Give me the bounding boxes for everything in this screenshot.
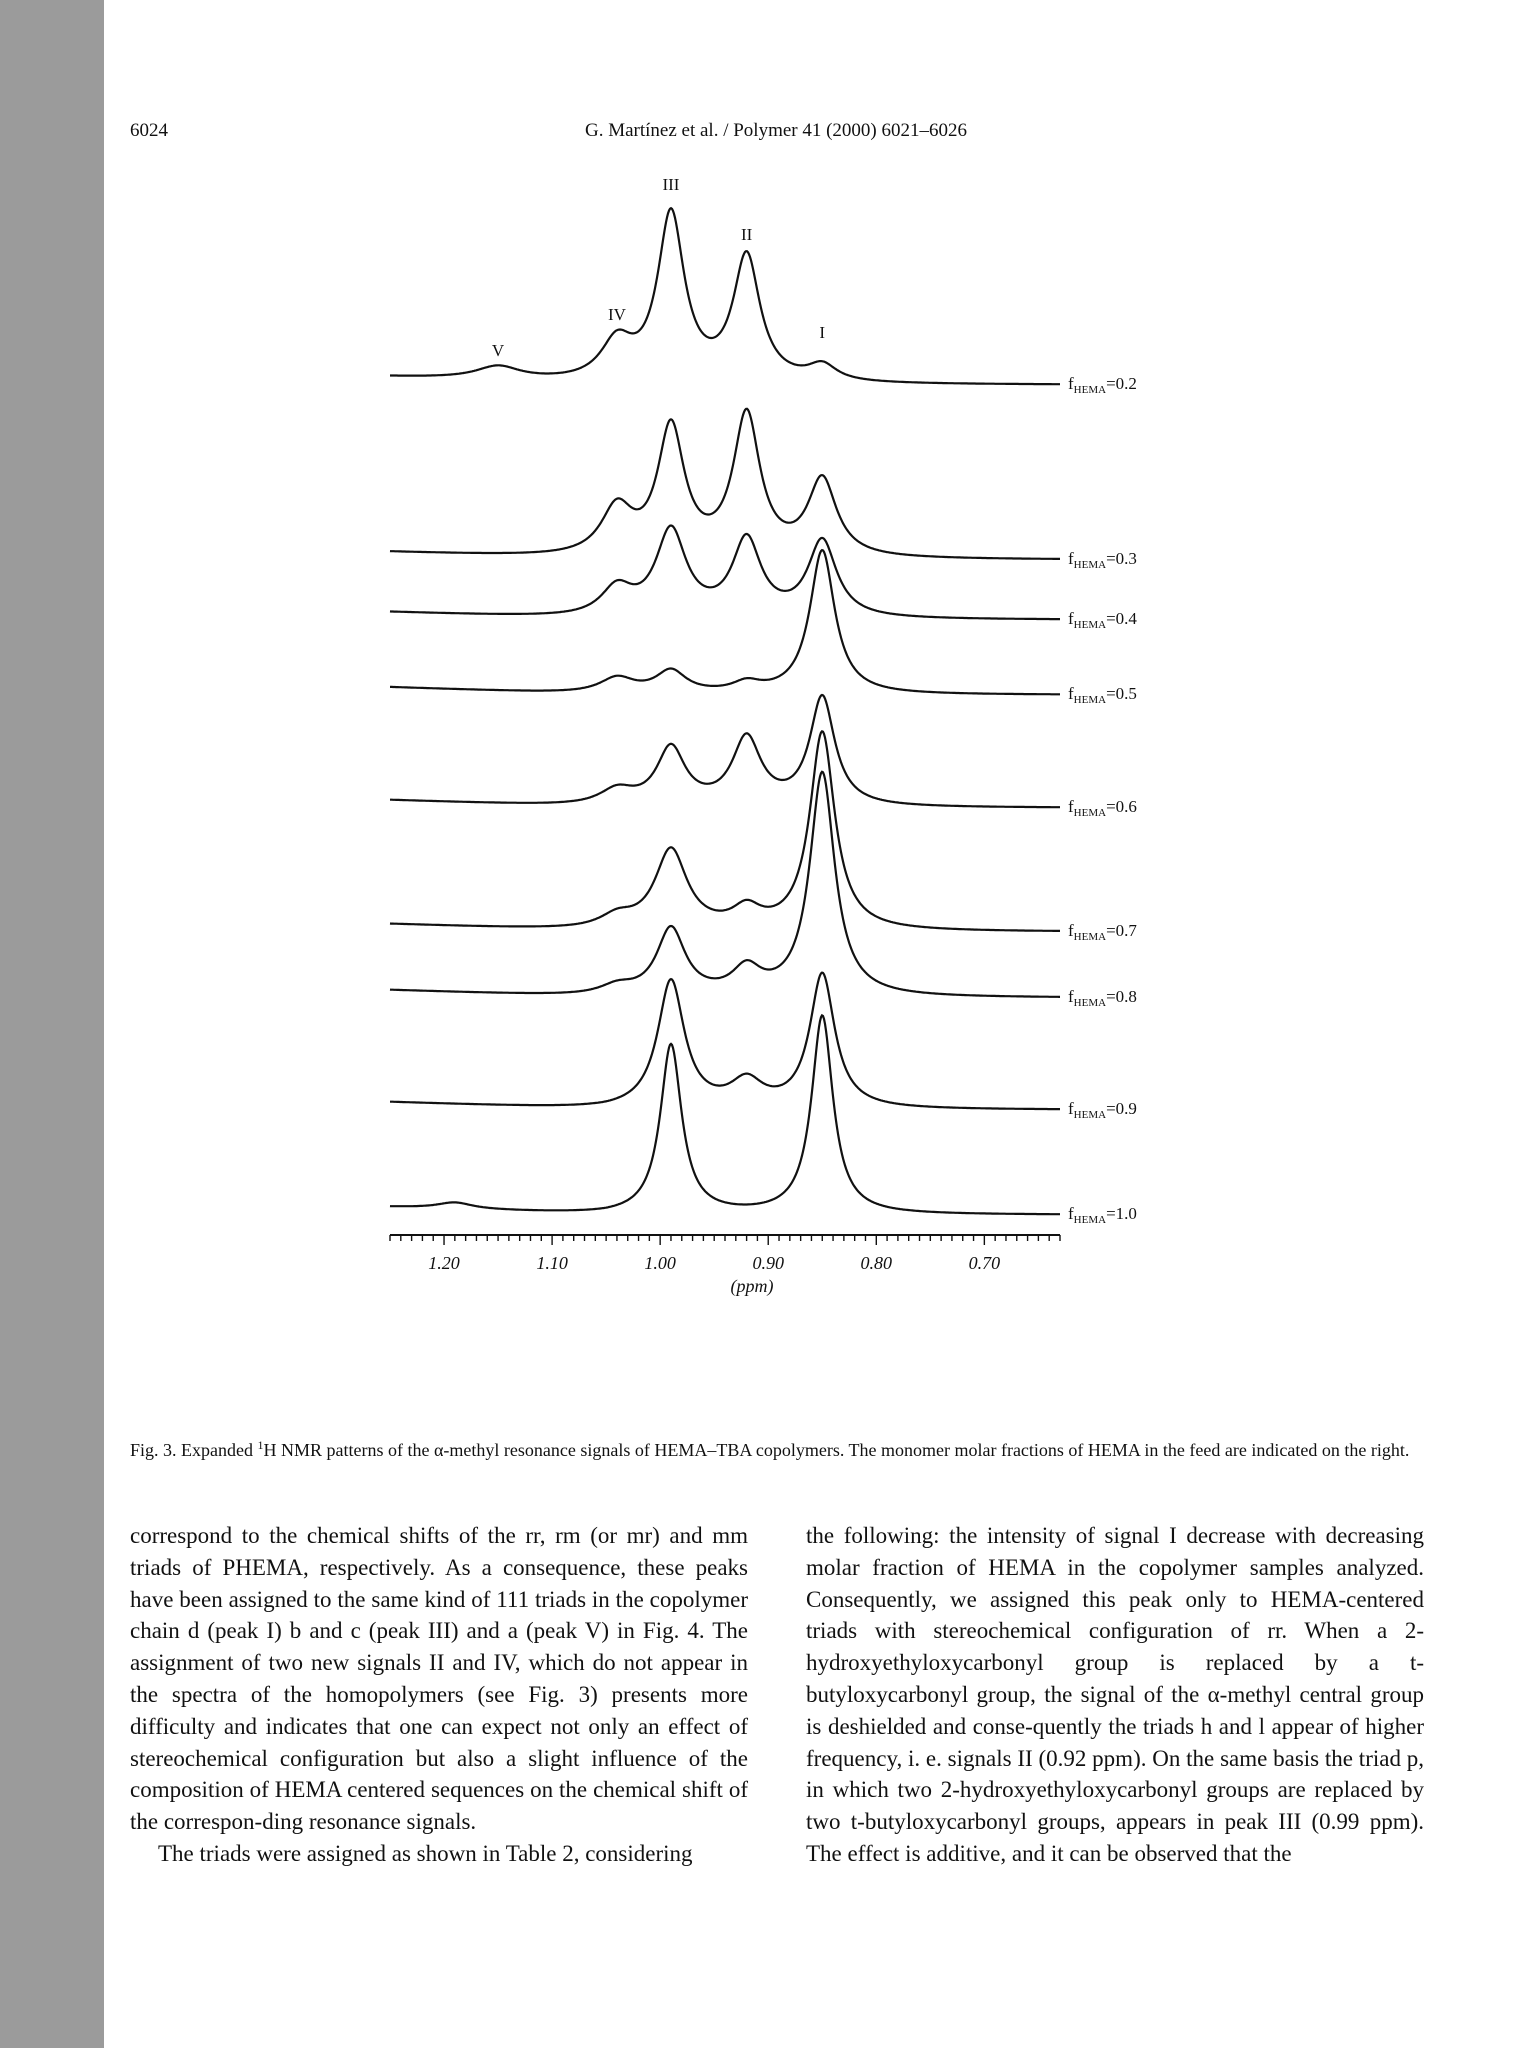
series-label: fHEMA=1.0	[1068, 1204, 1137, 1226]
body-column-left: correspond to the chemical shifts of the…	[130, 1520, 748, 1870]
spectrum-line	[389, 1013, 1060, 1216]
peak-label: II	[741, 225, 753, 244]
caption-superscript: 1	[257, 1438, 264, 1452]
x-tick-label: 0.70	[969, 1253, 1001, 1273]
body-paragraph: the following: the intensity of signal I…	[806, 1523, 1424, 1866]
x-tick-label: 0.80	[861, 1253, 893, 1273]
series-label: fHEMA=0.3	[1068, 549, 1137, 571]
peak-label: IV	[608, 305, 627, 324]
series-label: fHEMA=0.4	[1068, 609, 1137, 631]
spectrum-line	[389, 729, 1060, 932]
spectrum-line	[389, 407, 1060, 560]
series-label: fHEMA=0.7	[1068, 921, 1137, 943]
running-head: 6024 G. Martínez et al. / Polymer 41 (20…	[130, 120, 1422, 150]
spectrum-line	[389, 524, 1060, 621]
series-label: fHEMA=0.8	[1068, 987, 1137, 1009]
caption-text: H NMR patterns of the α-methyl resonance…	[263, 1440, 1410, 1460]
nmr-spectra-plot: fHEMA=0.2 fHEMA=0.3 fHEMA=0.4 fHEMA=0.5 fHEM…	[389, 175, 1137, 1297]
figure-caption: Fig. 3. Expanded 1H NMR patterns of the …	[130, 1432, 1422, 1463]
peak-label: V	[492, 341, 505, 360]
caption-prefix: Fig. 3. Expanded	[130, 1440, 258, 1460]
x-tick-label: 1.10	[536, 1253, 568, 1273]
body-paragraph: The triads were assigned as shown in Tab…	[158, 1840, 693, 1866]
body-column-right: the following: the intensity of signal I…	[806, 1520, 1424, 1870]
page-side-bar	[0, 0, 104, 2048]
spectrum-line	[389, 770, 1060, 998]
series-label: fHEMA=0.2	[1068, 374, 1137, 396]
series-label: fHEMA=0.6	[1068, 797, 1137, 819]
x-tick-label: 1.20	[428, 1253, 460, 1273]
peak-label: I	[819, 323, 825, 342]
series-label: fHEMA=0.5	[1068, 684, 1137, 706]
spectrum-line	[390, 693, 1060, 809]
nmr-figure: fHEMA=0.2 fHEMA=0.3 fHEMA=0.4 fHEMA=0.5 fHEM…	[370, 160, 1180, 1410]
journal-reference: G. Martínez et al. / Polymer 41 (2000) 6…	[584, 120, 968, 141]
x-tick-label: 1.00	[644, 1253, 676, 1273]
spectrum-line	[390, 548, 1060, 696]
x-tick-label: 0.90	[752, 1253, 784, 1273]
x-axis-label: (ppm)	[731, 1276, 774, 1297]
body-paragraph: correspond to the chemical shifts of the…	[130, 1523, 748, 1835]
spectrum-line	[390, 206, 1060, 386]
page-number: 6024	[130, 120, 168, 141]
series-label: fHEMA=0.9	[1068, 1099, 1137, 1121]
peak-label: III	[662, 175, 679, 194]
spectrum-line	[390, 971, 1060, 1111]
